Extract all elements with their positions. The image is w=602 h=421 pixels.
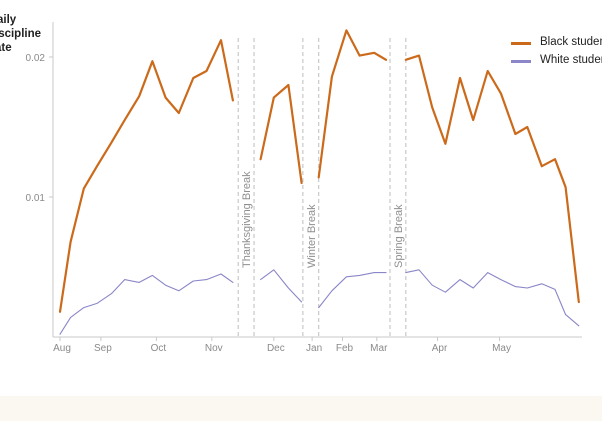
- break-label: Spring Break: [393, 204, 405, 268]
- series-line-segment: [58, 39, 234, 313]
- x-tick-label: Aug: [53, 343, 71, 354]
- x-tick-label: Nov: [205, 343, 223, 354]
- y-axis-title-line: ate: [0, 42, 12, 54]
- series-line-segment: [318, 272, 387, 309]
- legend-swatch: [511, 60, 531, 63]
- x-tick-label: Mar: [370, 343, 388, 354]
- legend-label: White studen: [540, 54, 602, 66]
- series-line-segment: [405, 269, 580, 327]
- break-label: Thanksgiving Break: [241, 171, 253, 268]
- y-axis-title-line: iscipline: [0, 28, 42, 40]
- series-black-students: [58, 29, 580, 313]
- axes: 0.01 0.02 Aug Sep Oct Nov Dec Jan Feb Mar Apr May: [26, 22, 582, 354]
- x-tick-label: Dec: [267, 343, 285, 354]
- series-line-segment: [317, 29, 388, 179]
- x-tick-label: Oct: [151, 343, 167, 354]
- series-line-segment: [259, 83, 303, 185]
- x-tick-label: May: [492, 343, 511, 354]
- series-lines: [58, 29, 580, 335]
- break-label: Winter Break: [306, 204, 318, 268]
- series-line-segment: [404, 54, 580, 304]
- legend-label: Black studen: [540, 36, 602, 48]
- x-tick-label: Jan: [306, 343, 322, 354]
- series-line-segment: [59, 273, 234, 335]
- y-axis-title: aily iscipline ate: [0, 13, 60, 55]
- x-tick-label: Feb: [336, 343, 354, 354]
- y-tick-label: 0.02: [26, 53, 46, 64]
- footer-band: [0, 396, 602, 421]
- break-markers: Thanksgiving Break Winter Break Spring Bre…: [237, 38, 407, 337]
- legend-swatch: [511, 42, 531, 45]
- x-tick-label: Apr: [432, 343, 448, 354]
- y-tick-label: 0.01: [26, 193, 46, 204]
- series-white-students: [59, 269, 580, 335]
- y-axis-title-line: aily: [0, 14, 17, 26]
- x-tick-label: Sep: [94, 343, 112, 354]
- series-line-segment: [260, 269, 303, 303]
